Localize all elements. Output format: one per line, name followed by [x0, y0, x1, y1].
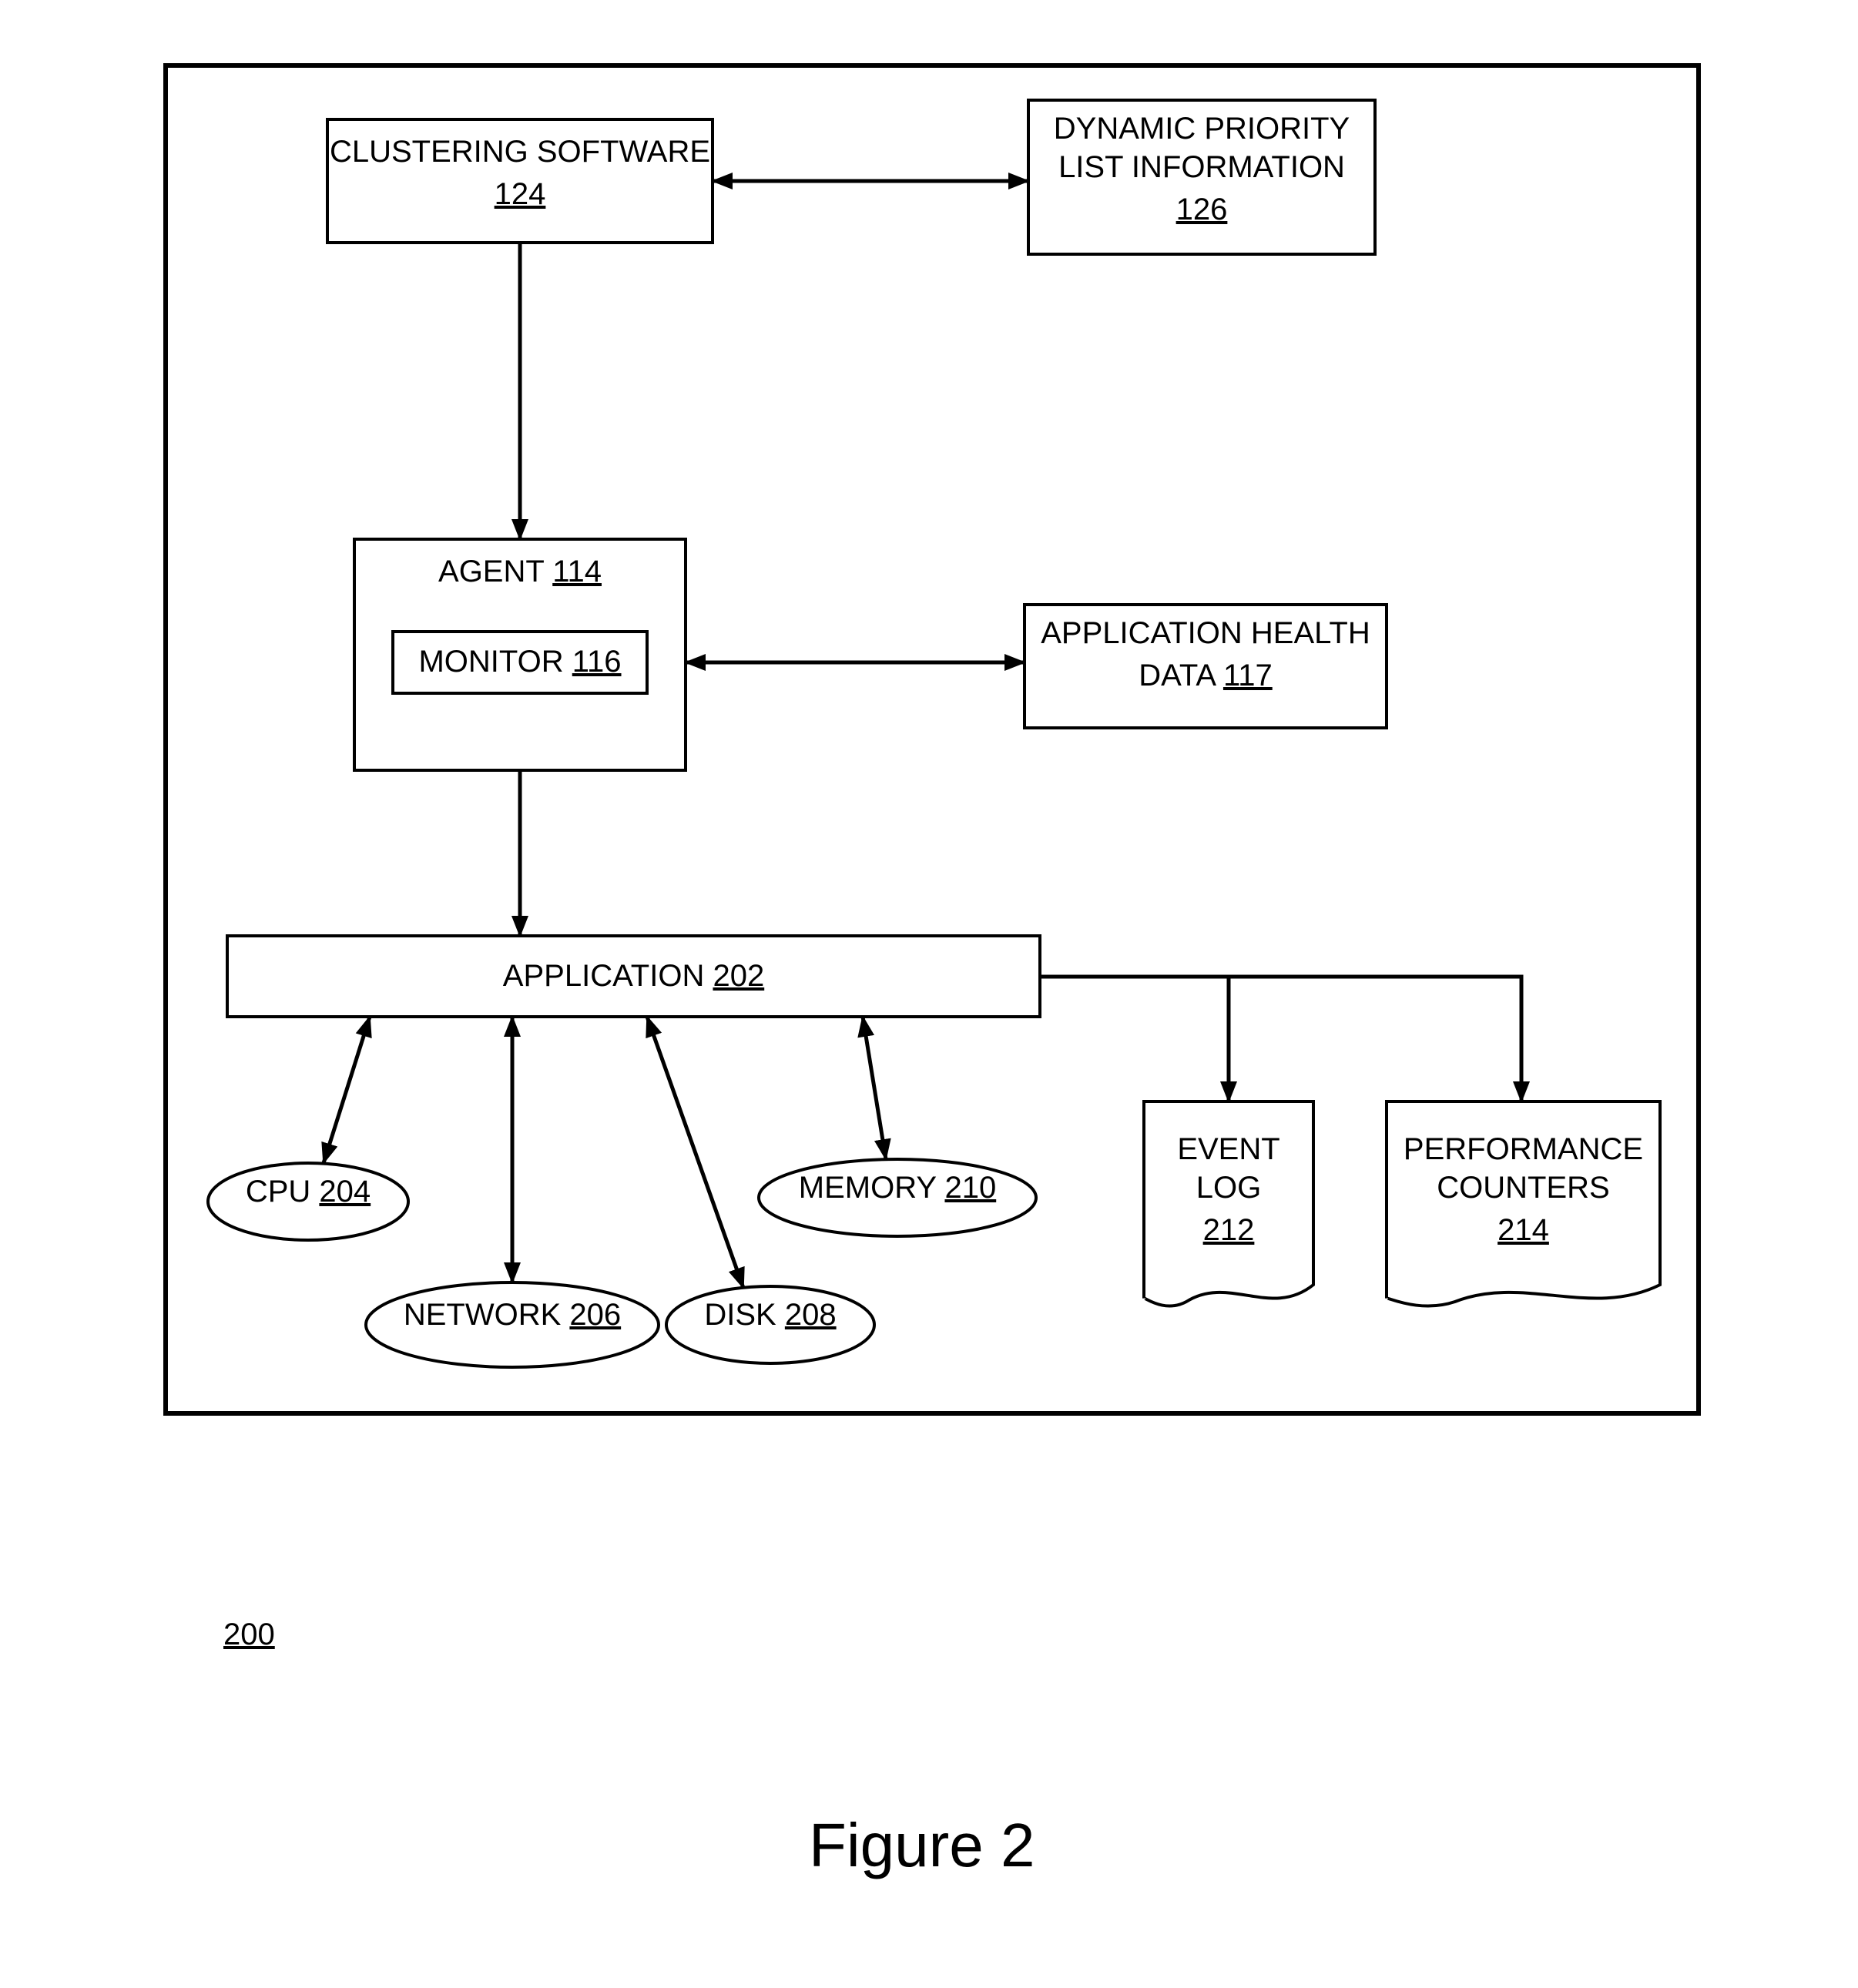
- node-memory-label: MEMORY 210: [799, 1171, 996, 1205]
- edge: [1040, 977, 1229, 1101]
- edge: [1040, 977, 1521, 1101]
- svg-text:DATA 117: DATA 117: [1139, 659, 1272, 692]
- page-root: CLUSTERING SOFTWARE 124 DYNAMIC PRIORITY LI…: [0, 0, 1858, 1988]
- svg-text:PERFORMANCE: PERFORMANCE: [1404, 1132, 1643, 1166]
- node-disk-label: DISK 208: [704, 1298, 836, 1332]
- node-monitor: MONITOR 116: [393, 632, 647, 693]
- svg-text:APPLICATION 202: APPLICATION 202: [503, 959, 764, 993]
- svg-text:124: 124: [495, 177, 546, 211]
- node-cpu-label: CPU 204: [246, 1175, 371, 1209]
- page-reference-number: 200: [223, 1618, 275, 1652]
- node-cpu: CPU 204: [208, 1163, 408, 1240]
- node-network: NETWORK 206: [366, 1282, 659, 1367]
- svg-text:126: 126: [1176, 193, 1228, 226]
- node-application-label: APPLICATION 202: [503, 959, 764, 993]
- svg-text:CLUSTERING SOFTWARE: CLUSTERING SOFTWARE: [330, 135, 710, 169]
- svg-text:MEMORY 210: MEMORY 210: [799, 1171, 996, 1205]
- svg-text:COUNTERS: COUNTERS: [1437, 1171, 1609, 1205]
- node-dynamic: DYNAMIC PRIORITY LIST INFORMATION 126: [1028, 100, 1375, 254]
- node-perfcounters: PERFORMANCE COUNTERS 214: [1387, 1101, 1660, 1306]
- svg-text:LIST INFORMATION: LIST INFORMATION: [1058, 150, 1345, 184]
- svg-text:212: 212: [1203, 1213, 1255, 1247]
- svg-text:LOG: LOG: [1196, 1171, 1261, 1205]
- svg-text:214: 214: [1497, 1213, 1549, 1247]
- node-clustering: CLUSTERING SOFTWARE 124: [327, 119, 713, 243]
- svg-text:MONITOR 116: MONITOR 116: [418, 645, 621, 679]
- diagram-canvas: CLUSTERING SOFTWARE 124 DYNAMIC PRIORITY LI…: [0, 0, 1858, 1988]
- svg-text:AGENT 114: AGENT 114: [438, 555, 602, 588]
- node-eventlog: EVENT LOG 212: [1144, 1101, 1313, 1306]
- edge: [863, 1017, 886, 1159]
- edge: [647, 1017, 743, 1288]
- node-disk: DISK 208: [666, 1286, 874, 1363]
- svg-text:EVENT: EVENT: [1177, 1132, 1279, 1166]
- node-network-label: NETWORK 206: [404, 1298, 621, 1332]
- node-agent-label: AGENT 114: [438, 555, 602, 588]
- svg-text:DYNAMIC PRIORITY: DYNAMIC PRIORITY: [1054, 112, 1350, 146]
- figure-caption: Figure 2: [809, 1810, 1035, 1881]
- svg-text:CPU 204: CPU 204: [246, 1175, 371, 1209]
- svg-text:APPLICATION HEALTH: APPLICATION HEALTH: [1041, 616, 1370, 650]
- edge: [324, 1017, 370, 1163]
- node-health: APPLICATION HEALTH DATA 117: [1025, 605, 1387, 728]
- svg-text:DISK 208: DISK 208: [704, 1298, 836, 1332]
- node-application: APPLICATION 202: [227, 936, 1040, 1017]
- svg-text:NETWORK 206: NETWORK 206: [404, 1298, 621, 1332]
- node-monitor-label: MONITOR 116: [418, 645, 621, 679]
- node-memory: MEMORY 210: [759, 1159, 1036, 1236]
